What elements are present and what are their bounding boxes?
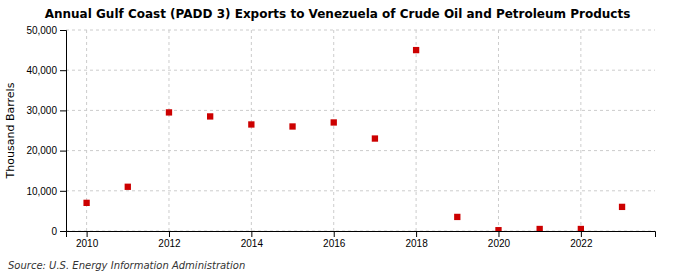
y-tick: 40,000	[26, 65, 66, 76]
chart: 2010 2012 2014 2016 2018 2020 2022 0 10,000 20,00…	[0, 0, 675, 275]
y-tick-mark	[60, 231, 66, 232]
x-tick-label: 2022	[570, 238, 593, 249]
point	[207, 113, 213, 119]
y-axis: 0 10,000 20,000 30,000 40,000 50,000	[26, 25, 66, 237]
title: Annual Gulf Coast (PADD 3) Exports to Ve…	[45, 7, 631, 21]
y-grid-line	[66, 30, 655, 31]
y-tick-mark	[60, 151, 66, 152]
point	[413, 47, 419, 53]
y-tick-label: 30,000	[26, 105, 57, 116]
x-tick: 2012	[158, 231, 181, 249]
x-tick-mark	[498, 231, 499, 237]
point	[454, 214, 460, 220]
point	[248, 121, 254, 127]
y-tick-label: 10,000	[26, 186, 57, 197]
grid	[66, 30, 655, 231]
x-tick-label: 2010	[76, 238, 99, 249]
y-tick: 20,000	[26, 145, 66, 156]
y-tick: 50,000	[26, 25, 66, 36]
x-tick: 2016	[323, 231, 346, 249]
y-tick-label: 0	[51, 226, 57, 237]
y-tick-mark	[60, 70, 66, 71]
y-tick: 10,000	[26, 186, 66, 197]
y-grid-line	[66, 190, 655, 191]
x-tick-mark	[169, 231, 170, 237]
annotation: Source: U.S. Energy Information Administ…	[8, 260, 245, 271]
x-axis: 2010 2012 2014 2016 2018 2020 2022	[67, 231, 656, 249]
x-grid-line	[416, 30, 417, 231]
x-tick: 2020	[488, 231, 511, 249]
y-tick: 30,000	[26, 105, 66, 116]
x-grid-line	[498, 30, 499, 231]
x-grid-line	[333, 30, 334, 231]
point	[619, 204, 625, 210]
y-axis-title: Thousand Barrels	[4, 82, 17, 179]
x-tick-mark	[251, 231, 252, 237]
point	[372, 135, 378, 141]
point	[537, 226, 543, 231]
y-tick-mark	[60, 110, 66, 111]
x-tick-mark	[334, 231, 335, 237]
point	[83, 200, 89, 206]
y-tick-label: 20,000	[26, 145, 57, 156]
y-tick: 0	[51, 226, 66, 237]
x-axis-line	[67, 232, 656, 238]
y-tick-mark	[60, 191, 66, 192]
y-axis-line	[60, 31, 67, 232]
points	[83, 47, 625, 231]
x-tick: 2010	[76, 231, 99, 249]
x-tick-label: 2020	[488, 238, 511, 249]
y-grid-line	[66, 110, 655, 111]
x-tick-label: 2018	[405, 238, 428, 249]
x-tick-mark	[581, 231, 582, 237]
point	[166, 109, 172, 115]
x-tick: 2014	[241, 231, 264, 249]
point	[495, 227, 501, 231]
x-grid-line	[251, 30, 252, 231]
y-tick-mark	[60, 30, 66, 31]
point	[578, 226, 584, 231]
y-tick-label: 50,000	[26, 25, 57, 36]
x-tick: 2018	[405, 231, 428, 249]
point	[125, 184, 131, 190]
y-grid-line	[66, 150, 655, 151]
y-tick-label: 40,000	[26, 65, 57, 76]
point	[289, 123, 295, 129]
plot-area: 2010 2012 2014 2016 2018 2020 2022 0 10,000 20,00…	[26, 25, 655, 249]
x-tick-mark	[416, 231, 417, 237]
x-grid-line	[580, 30, 581, 231]
x-tick-mark	[87, 231, 88, 237]
x-tick: 2022	[570, 231, 593, 249]
y-grid-line	[66, 70, 655, 71]
x-tick-label: 2016	[323, 238, 346, 249]
x-tick-label: 2014	[241, 238, 264, 249]
point	[331, 119, 337, 125]
x-grid-line	[168, 30, 169, 231]
x-tick-label: 2012	[158, 238, 181, 249]
